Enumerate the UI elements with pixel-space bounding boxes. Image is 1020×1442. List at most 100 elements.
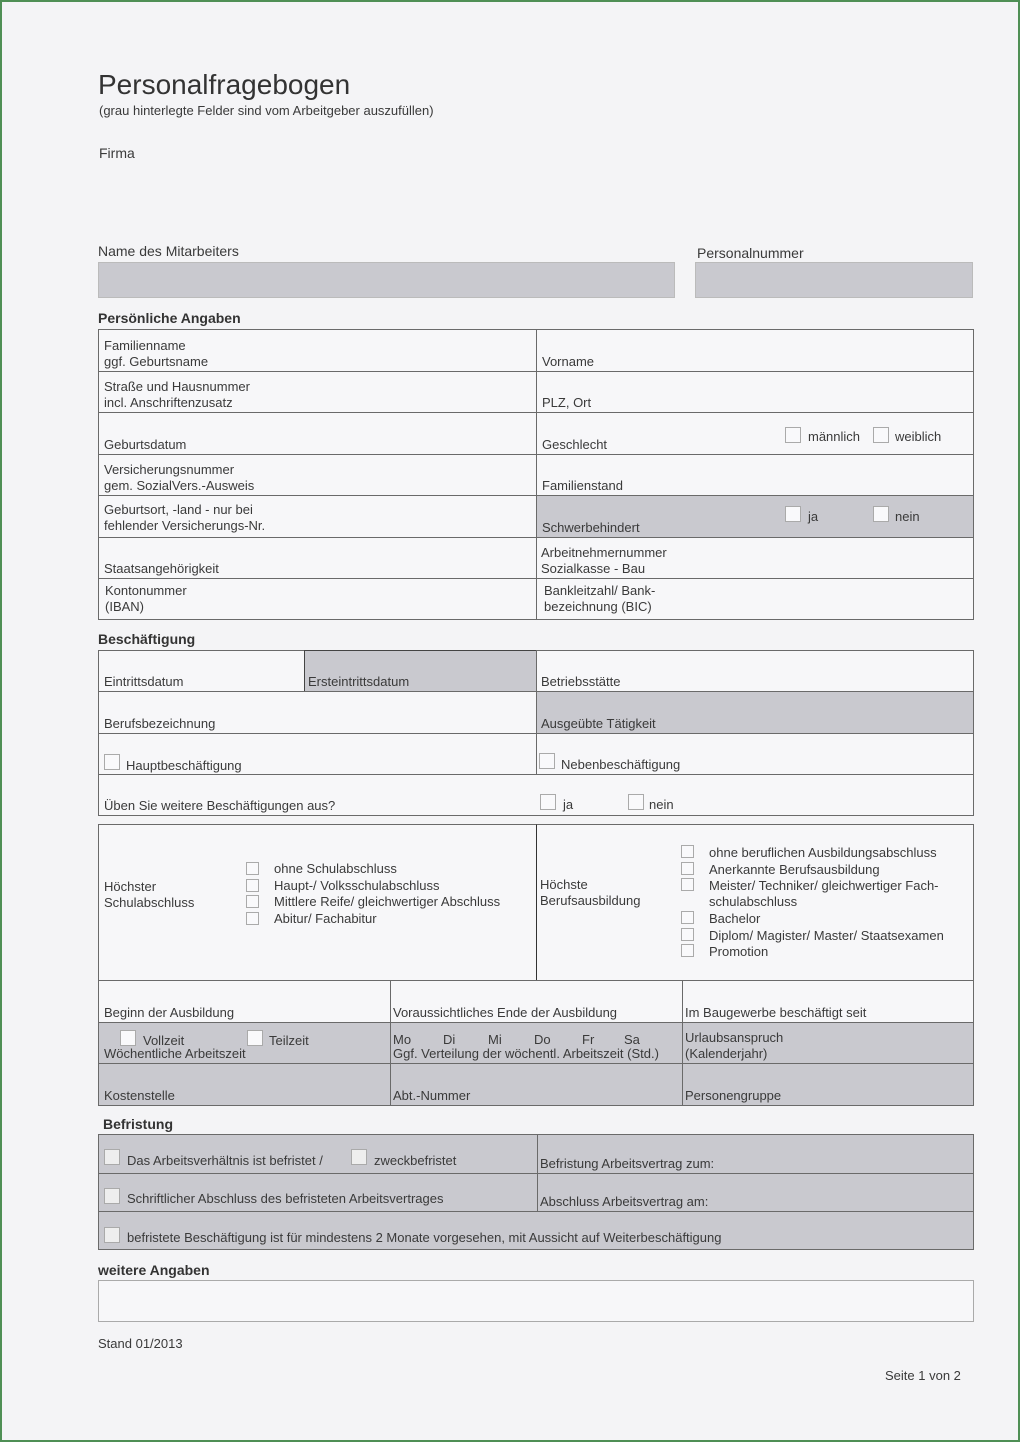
schul-label: Höchster Schulabschluss — [104, 879, 195, 910]
konto-field[interactable]: Kontonummer (IBAN) — [98, 578, 537, 620]
beruf-option-checkbox[interactable] — [681, 927, 694, 941]
zwei-monate-label: befristete Beschäftigung ist für mindest… — [127, 1230, 722, 1245]
section-term: Befristung — [103, 1116, 173, 1132]
befristet-label: Das Arbeitsverhältnis ist befristet / — [127, 1153, 323, 1168]
geburtsdatum-label: Geburtsdatum — [104, 437, 187, 452]
abschluss-am-label: Abschluss Arbeitsvertrag am: — [540, 1194, 709, 1209]
ende-label: Voraussichtliches Ende der Ausbildung — [393, 1005, 618, 1020]
schul-option-checkbox[interactable] — [246, 895, 259, 908]
page-current: 1 — [918, 1368, 926, 1383]
taetigkeit-field[interactable]: Ausgeübte Tätigkeit — [536, 691, 974, 734]
familienname-field[interactable]: Familienname ggf. Geburtsname — [98, 329, 537, 372]
weitere-beschaeftigung-row: Üben Sie weitere Beschäftigungen aus? — [98, 774, 974, 816]
schriftlich-checkbox[interactable] — [104, 1188, 120, 1204]
abt-field[interactable]: Abt.-Nummer — [390, 1063, 683, 1106]
abschluss-am-field[interactable]: Abschluss Arbeitsvertrag am: — [537, 1173, 974, 1212]
berufsausbildung-label: Höchste Berufsausbildung — [540, 877, 641, 908]
blz-field[interactable]: Bankleitzahl/ Bank- bezeichnung (BIC) — [536, 578, 974, 620]
hauptbeschaeftigung-checkbox[interactable] — [104, 754, 120, 770]
arbeitnehmernummer-field[interactable]: Arbeitnehmernummer Sozialkasse - Bau — [536, 537, 974, 579]
befristung-zum-label: Befristung Arbeitsvertrag zum: — [540, 1156, 715, 1171]
ende-field[interactable]: Voraussichtliches Ende der Ausbildung — [390, 980, 683, 1023]
subtitle: (grau hinterlegte Felder sind vom Arbeit… — [99, 103, 434, 118]
befristet-row — [98, 1134, 538, 1174]
ersteintrittsdatum-field[interactable]: Ersteintrittsdatum — [304, 650, 537, 692]
kostenstelle-field[interactable]: Kostenstelle — [98, 1063, 391, 1106]
schwerbehindert-ja-checkbox[interactable] — [785, 506, 801, 522]
beginn-field[interactable]: Beginn der Ausbildung — [98, 980, 391, 1023]
verteilung-field[interactable]: Ggf. Verteilung der wöchentl. Arbeitszei… — [390, 1022, 683, 1064]
beruf-option-checkbox[interactable] — [681, 878, 694, 891]
schul-option-checkbox[interactable] — [246, 862, 259, 875]
schul-option-checkbox[interactable] — [246, 878, 259, 892]
vorname-label: Vorname — [542, 354, 595, 369]
beruf-option-label: Anerkannte Berufsausbildung — [709, 861, 880, 877]
section-personal: Persönliche Angaben — [98, 310, 241, 326]
strasse-label: Straße und Hausnummer incl. Anschriftenz… — [104, 379, 250, 410]
ersteintritt-label: Ersteintrittsdatum — [308, 674, 410, 689]
weitere-label: Üben Sie weitere Beschäftigungen aus? — [104, 798, 336, 813]
versicherung-field[interactable]: Versicherungsnummer gem. SozialVers.-Aus… — [98, 454, 537, 496]
befristung-zum-field[interactable]: Befristung Arbeitsvertrag zum: — [537, 1134, 974, 1174]
beruf-option-label: Meister/ Techniker/ gleichwertiger Fach-… — [709, 878, 939, 909]
geburtsort-field[interactable]: Geburtsort, -land - nur bei fehlender Ve… — [98, 495, 537, 538]
urlaub-label: Urlaubsanspruch (Kalenderjahr) — [685, 1030, 784, 1061]
beruf-option-checkbox[interactable] — [681, 861, 694, 875]
schul-option-label: Haupt-/ Volksschulabschluss — [274, 877, 440, 893]
weiblich-checkbox[interactable] — [873, 427, 889, 443]
beginn-label: Beginn der Ausbildung — [104, 1005, 235, 1020]
beruf-option-checkbox[interactable] — [681, 911, 694, 924]
section-employment: Beschäftigung — [98, 631, 196, 647]
teilzeit-checkbox[interactable] — [247, 1030, 263, 1046]
personengruppe-field[interactable]: Personengruppe — [682, 1063, 974, 1106]
page-title: Personalfragebogen — [98, 69, 351, 100]
plz-field[interactable]: PLZ, Ort — [536, 371, 974, 413]
maennlich-label: männlich — [808, 429, 861, 444]
schul-option-label: Abitur/ Fachabitur — [274, 910, 377, 926]
weekday-label: Do — [534, 1032, 551, 1047]
name-field[interactable] — [98, 262, 675, 298]
stand-label: Stand 01/2013 — [98, 1336, 183, 1351]
vollzeit-checkbox[interactable] — [120, 1030, 136, 1046]
kostenstelle-label: Kostenstelle — [104, 1088, 175, 1103]
weitere-angaben-field[interactable] — [98, 1280, 974, 1322]
beruf-option-checkbox[interactable] — [681, 845, 694, 858]
page-suffix: von 2 — [925, 1368, 961, 1383]
baugewerbe-label: Im Baugewerbe beschäftigt seit — [685, 1005, 867, 1020]
weitere-nein-checkbox[interactable] — [628, 794, 644, 810]
schwerbehindert-nein-checkbox[interactable] — [873, 506, 889, 522]
eintrittsdatum-field[interactable]: Eintrittsdatum — [98, 650, 305, 692]
zweckbefristet-checkbox[interactable] — [351, 1149, 367, 1165]
urlaub-field[interactable]: Urlaubsanspruch (Kalenderjahr) — [682, 1022, 974, 1064]
zwei-monate-checkbox[interactable] — [104, 1227, 120, 1243]
familienstand-label: Familienstand — [542, 478, 623, 493]
personengruppe-label: Personengruppe — [685, 1088, 782, 1103]
weitere-ja-checkbox[interactable] — [540, 794, 556, 810]
berufsbezeichnung-field[interactable]: Berufsbezeichnung — [98, 691, 537, 734]
zweck-label: zweckbefristet — [374, 1153, 457, 1168]
maennlich-checkbox[interactable] — [785, 427, 801, 443]
taetigkeit-label: Ausgeübte Tätigkeit — [541, 716, 656, 731]
beruf-option-label: Bachelor — [709, 911, 761, 926]
beruf-option-checkbox[interactable] — [681, 944, 694, 957]
strasse-field[interactable]: Straße und Hausnummer incl. Anschriftenz… — [98, 371, 537, 413]
weekday-label: Fr — [582, 1032, 595, 1047]
staatsangehoerigkeit-field[interactable]: Staatsangehörigkeit — [98, 537, 537, 579]
vorname-field[interactable]: Vorname — [536, 329, 974, 372]
ja-label: ja — [808, 509, 819, 524]
personalnummer-field[interactable] — [695, 262, 973, 298]
betriebsstaette-field[interactable]: Betriebsstätte — [536, 650, 974, 692]
arbeitszeit-field[interactable]: Wöchentliche Arbeitszeit — [98, 1022, 391, 1064]
arbeitnehmernr-label: Arbeitnehmernummer Sozialkasse - Bau — [541, 545, 667, 576]
geburtsort-label: Geburtsort, -land - nur bei fehlender Ve… — [104, 502, 266, 533]
nebenbeschaeftigung-checkbox[interactable] — [539, 753, 555, 769]
schul-option-checkbox[interactable] — [246, 911, 259, 925]
konto-label: Kontonummer (IBAN) — [105, 583, 187, 614]
baugewerbe-field[interactable]: Im Baugewerbe beschäftigt seit — [682, 980, 974, 1023]
geburtsdatum-field[interactable]: Geburtsdatum — [98, 412, 537, 455]
familienstand-field[interactable]: Familienstand — [536, 454, 974, 496]
nein-label: nein — [895, 509, 920, 524]
befristet-checkbox[interactable] — [104, 1149, 120, 1165]
page-number: Seite 1 von 2 — [885, 1368, 961, 1384]
schriftlich-label: Schriftlicher Abschluss des befristeten … — [127, 1191, 444, 1206]
